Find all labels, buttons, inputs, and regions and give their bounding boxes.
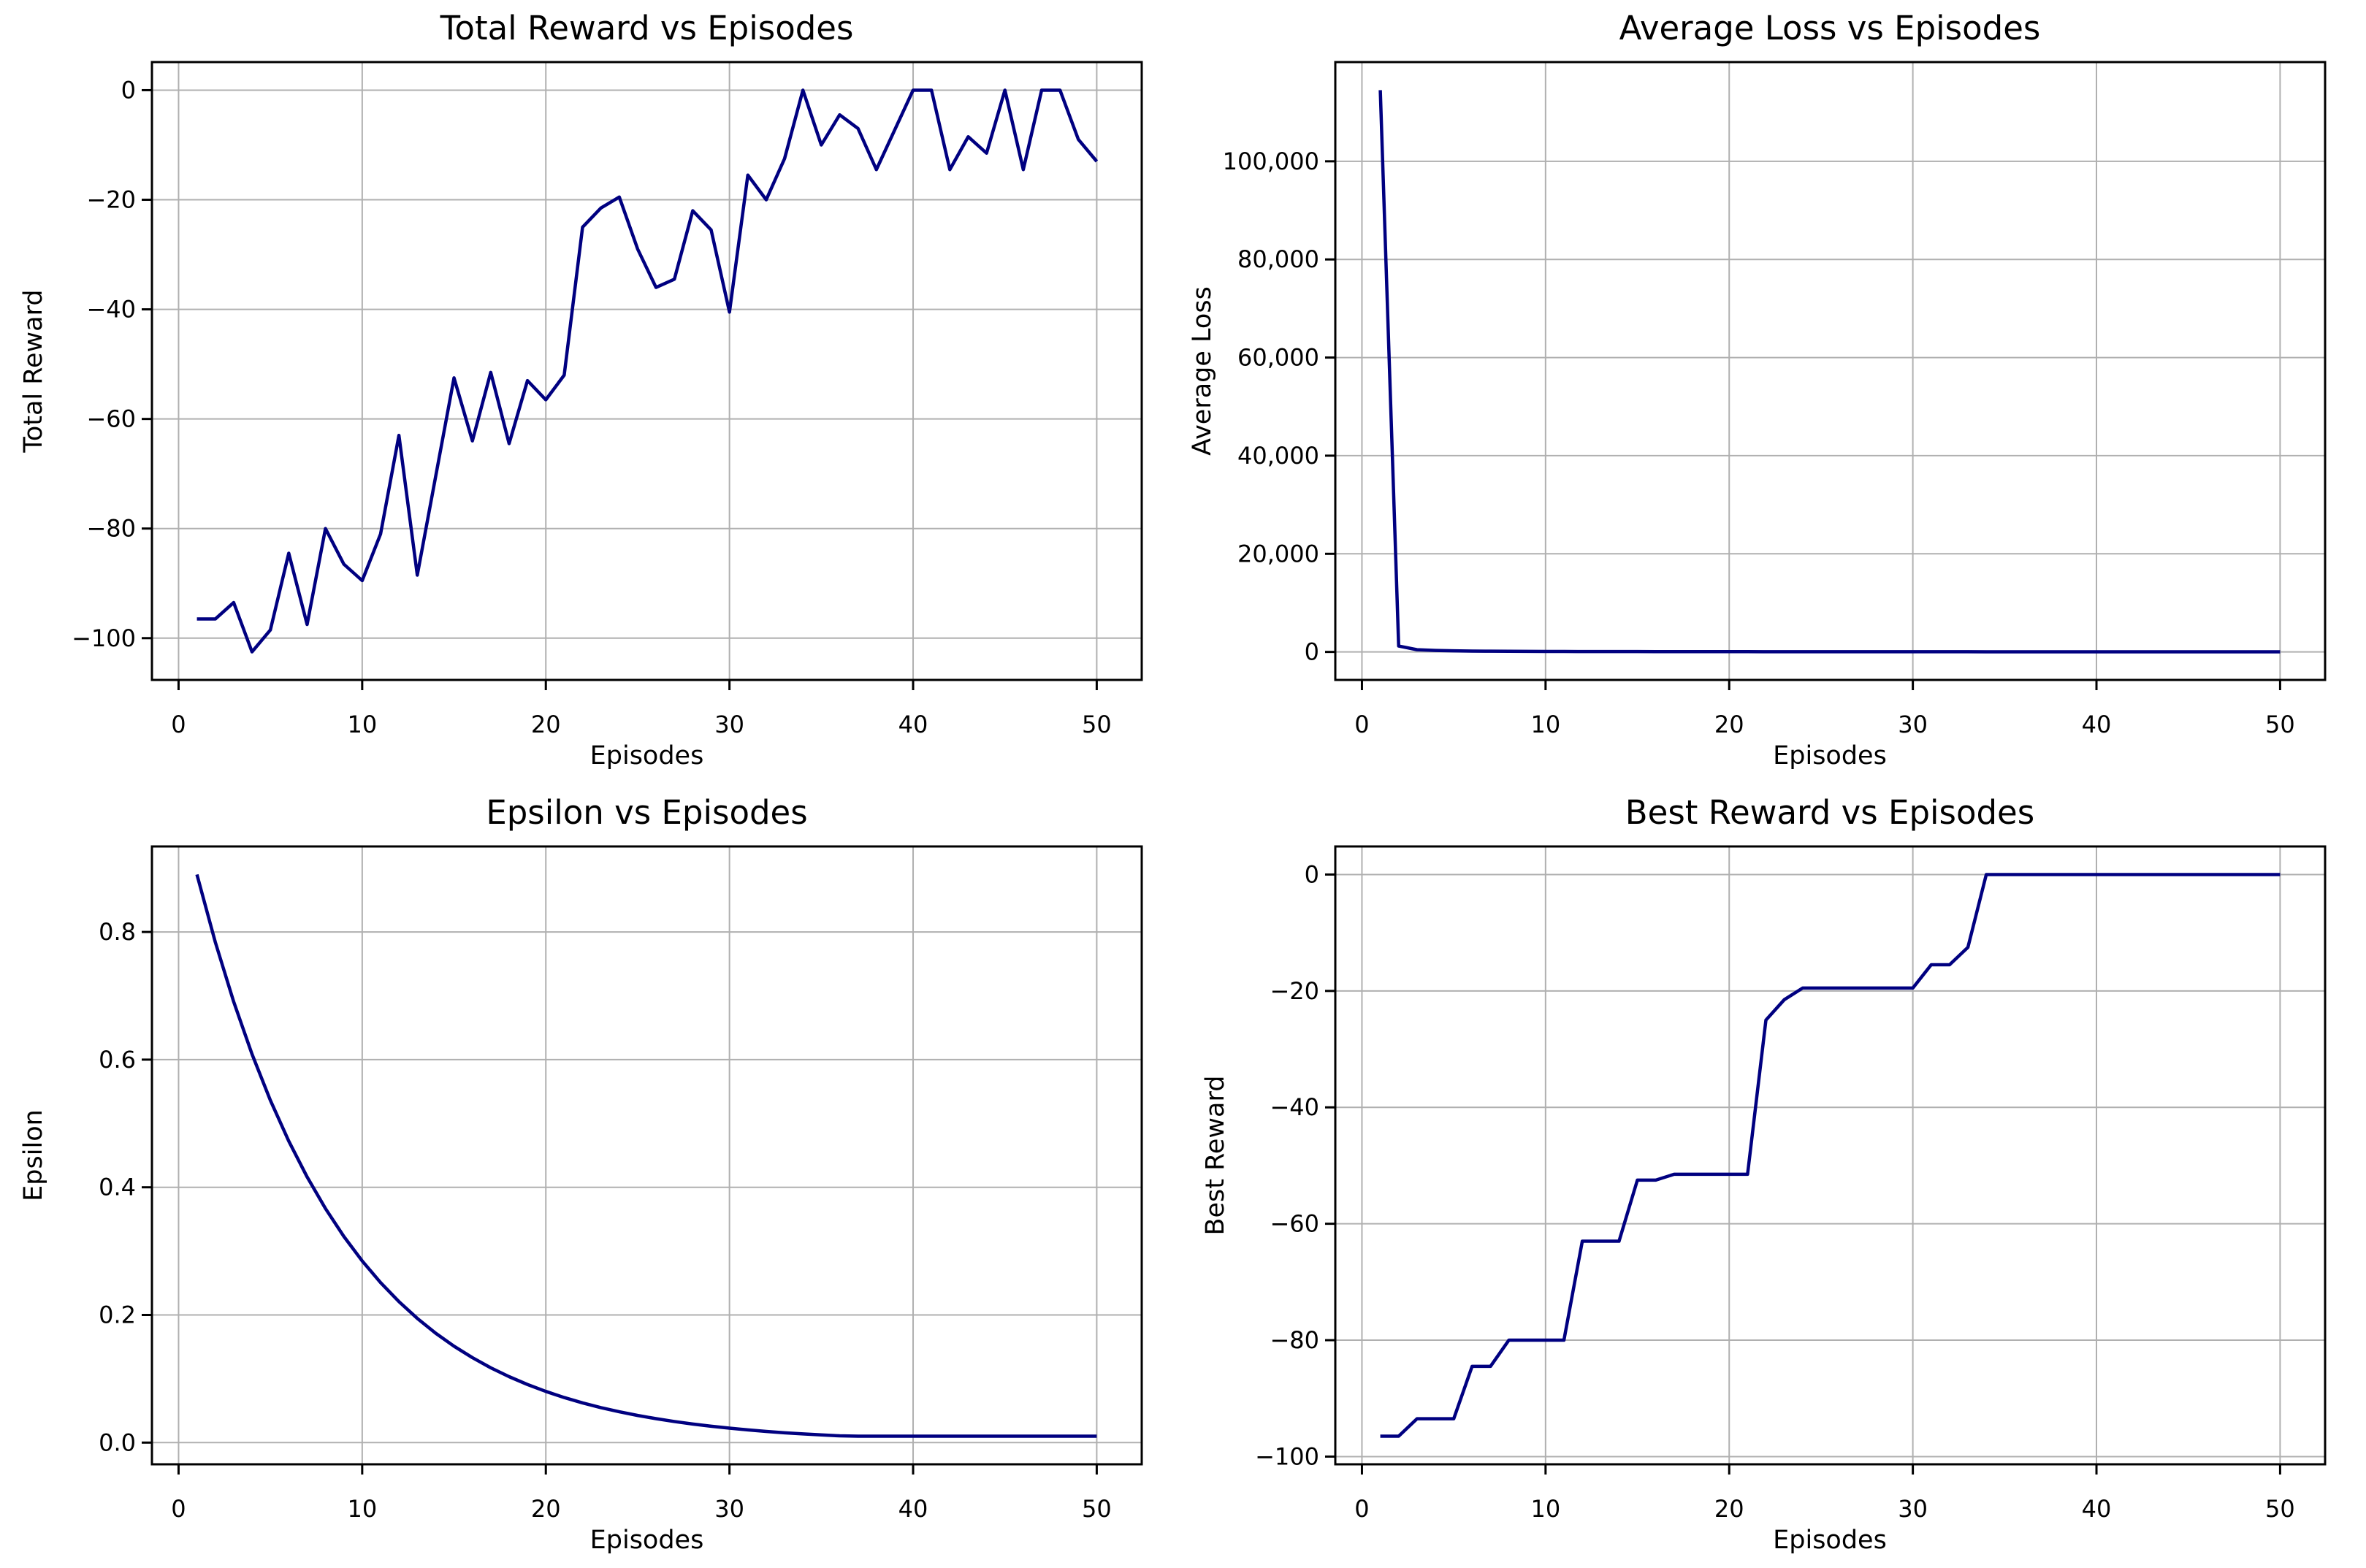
- y-tick-label: −40: [1270, 1093, 1319, 1121]
- y-tick-label: −20: [86, 186, 136, 214]
- x-tick-label: 10: [347, 1495, 377, 1523]
- x-tick-label: 10: [1530, 1495, 1560, 1523]
- x-tick-label: 30: [714, 1495, 744, 1523]
- y-tick-label: 40,000: [1237, 442, 1319, 470]
- plot-border: [150, 61, 1143, 681]
- x-tick-label: 40: [2081, 1495, 2111, 1523]
- x-tick-label: 20: [1714, 1495, 1744, 1523]
- x-tick-label: 10: [347, 711, 377, 738]
- plot-border: [1334, 61, 2326, 681]
- x-tick-label: 10: [1530, 711, 1560, 738]
- y-tick-label: 0: [1304, 860, 1319, 888]
- y-axis-label: Epsilon: [19, 1109, 48, 1201]
- chart-title: Best Reward vs Episodes: [1625, 792, 2035, 832]
- chart-total-reward: 0 10 20 30 40 50 0 −20 −40 −60 −80 −100 Total Rewar…: [0, 0, 1183, 784]
- epsilon-plot-svg: 0 10 20 30 40 50 0.0 0.2 0.4 0.6 0.8: [99, 845, 1143, 1523]
- x-tick-label: 30: [714, 711, 744, 738]
- x-tick-label: 0: [1354, 711, 1369, 738]
- x-tick-label: 40: [2081, 711, 2111, 738]
- best-reward-plot-svg: 0 10 20 30 40 50 0 −20 −40 −60 −80 −100: [1255, 845, 2326, 1523]
- total-reward-plot-svg: 0 10 20 30 40 50 0 −20 −40 −60 −80 −100: [72, 61, 1143, 738]
- x-axis-label: Episodes: [589, 741, 704, 770]
- y-tick-label: −40: [86, 296, 136, 324]
- y-axis-label: Best Reward: [1200, 1075, 1230, 1235]
- x-tick-label: 20: [531, 711, 561, 738]
- y-tick-label: −100: [1255, 1442, 1319, 1470]
- chart-average-loss: 0 10 20 30 40 50 0 20,000 40,000 60,000 80,000 100,…: [1183, 0, 2366, 784]
- y-tick-label: 0.4: [99, 1173, 136, 1201]
- x-tick-label: 20: [1714, 711, 1744, 738]
- y-tick-label: −80: [86, 515, 136, 543]
- chart-best-reward: 0 10 20 30 40 50 0 −20 −40 −60 −80 −100 Best Reward…: [1183, 784, 2366, 1568]
- x-tick-label: 30: [1898, 711, 1928, 738]
- data-line-total-reward: [196, 88, 1099, 654]
- y-tick-label: 0.8: [99, 918, 136, 946]
- y-tick-label: 20,000: [1237, 540, 1319, 567]
- plot-border: [1334, 845, 2326, 1465]
- x-tick-label: 40: [898, 711, 928, 738]
- data-line-average-loss: [1378, 90, 2280, 654]
- x-tick-label: 30: [1898, 1495, 1928, 1523]
- x-tick-label: 50: [2265, 711, 2295, 738]
- x-tick-label: 20: [531, 1495, 561, 1523]
- y-tick-label: −20: [1270, 976, 1319, 1004]
- y-tick-label: −100: [72, 624, 136, 652]
- y-tick-label: 80,000: [1237, 245, 1319, 273]
- x-tick-label: 50: [1082, 711, 1112, 738]
- x-tick-label: 40: [898, 1495, 928, 1523]
- x-axis-label: Episodes: [589, 1525, 704, 1555]
- average-loss-plot-svg: 0 10 20 30 40 50 0 20,000 40,000 60,000 80,000 100,…: [1222, 61, 2326, 738]
- data-line-epsilon: [195, 873, 1097, 1438]
- y-tick-label: −60: [86, 405, 136, 433]
- y-tick-label: 0: [121, 76, 136, 104]
- x-tick-label: 50: [1082, 1495, 1112, 1523]
- y-axis-label: Average Loss: [1187, 286, 1217, 456]
- y-tick-label: −80: [1270, 1326, 1319, 1354]
- data-line-best-reward: [1380, 872, 2280, 1438]
- y-tick-label: 60,000: [1237, 344, 1319, 372]
- chart-epsilon: 0 10 20 30 40 50 0.0 0.2 0.4 0.6 0.8 Epsilon vs Ep…: [0, 784, 1183, 1568]
- chart-title: Epsilon vs Episodes: [486, 792, 808, 832]
- chart-title: Average Loss vs Episodes: [1619, 9, 2041, 47]
- y-tick-label: 0: [1304, 638, 1319, 666]
- x-tick-label: 0: [171, 1495, 186, 1523]
- y-axis-label: Total Reward: [19, 289, 48, 453]
- y-tick-label: 0.0: [99, 1429, 136, 1456]
- x-axis-label: Episodes: [1773, 741, 1887, 770]
- y-tick-label: 100,000: [1222, 148, 1319, 175]
- chart-title: Total Reward vs Episodes: [440, 9, 854, 47]
- y-tick-label: 0.2: [99, 1301, 136, 1328]
- plot-border: [150, 845, 1143, 1465]
- y-tick-label: 0.6: [99, 1045, 136, 1073]
- y-tick-label: −60: [1270, 1209, 1319, 1237]
- x-axis-label: Episodes: [1773, 1525, 1887, 1555]
- x-tick-label: 50: [2265, 1495, 2295, 1523]
- x-tick-label: 0: [1354, 1495, 1369, 1523]
- x-tick-label: 0: [171, 711, 186, 738]
